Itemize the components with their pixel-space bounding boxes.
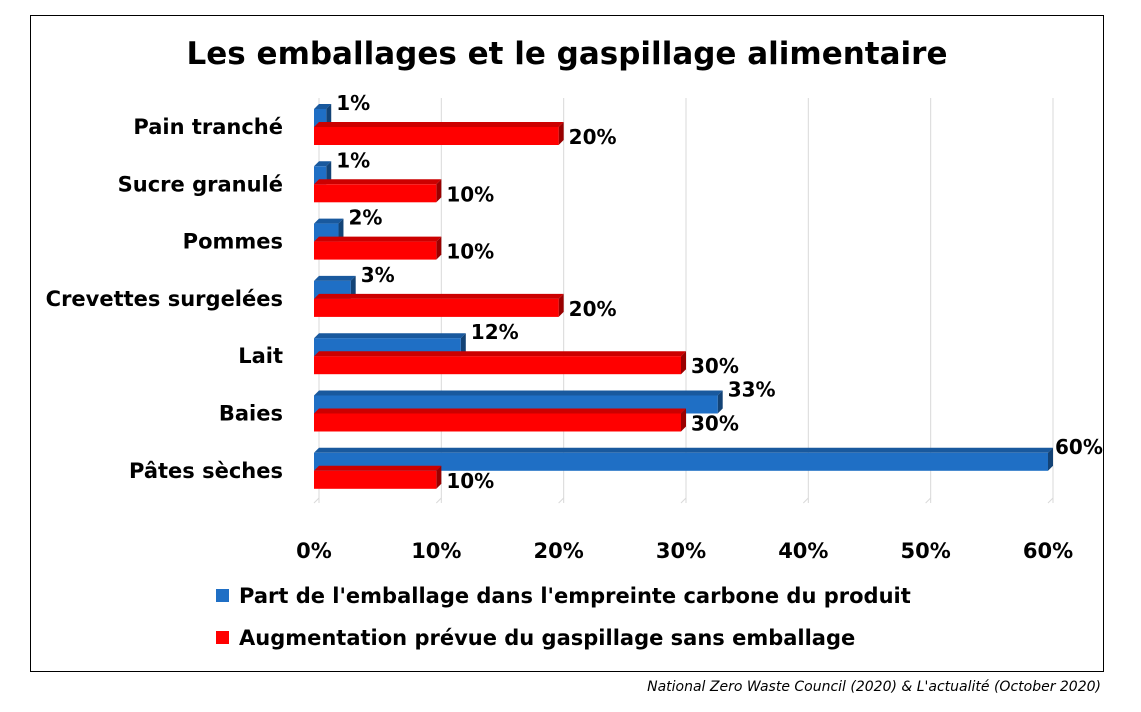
gridline-foot bbox=[1047, 497, 1054, 504]
legend-swatch bbox=[216, 631, 229, 644]
x-tick-label: 40% bbox=[778, 539, 828, 563]
data-label: 1% bbox=[336, 91, 370, 115]
x-tick-label: 30% bbox=[656, 539, 706, 563]
category-label: Pain tranché bbox=[133, 115, 283, 139]
data-label: 10% bbox=[446, 240, 494, 264]
gridline-foot bbox=[313, 497, 320, 504]
category-label: Baies bbox=[219, 402, 283, 426]
bar-side bbox=[717, 390, 723, 414]
bar bbox=[314, 356, 681, 375]
bar-top bbox=[314, 465, 442, 471]
bar-side bbox=[558, 122, 564, 145]
bar-side bbox=[436, 236, 442, 260]
bar-side bbox=[558, 293, 564, 317]
x-tick-label: 60% bbox=[1023, 539, 1073, 563]
data-label: 1% bbox=[336, 148, 370, 172]
gridline-foot bbox=[680, 497, 687, 504]
gridline-foot bbox=[435, 497, 442, 504]
data-label: 60% bbox=[1055, 435, 1103, 459]
labels-layer: 0% 10% 20% 30% 40% 50% 60% Pain tranché Sucre gr… bbox=[46, 91, 1103, 563]
bars-layer bbox=[314, 104, 1053, 489]
bar-top bbox=[314, 179, 442, 185]
gridline-foot bbox=[925, 497, 932, 504]
bar-side bbox=[326, 104, 332, 127]
data-label: 30% bbox=[691, 412, 739, 436]
bar-side bbox=[436, 465, 442, 489]
bar bbox=[314, 470, 437, 489]
bar-top bbox=[314, 390, 723, 396]
chart-title: Les emballages et le gaspillage alimenta… bbox=[187, 36, 948, 72]
category-label: Lait bbox=[238, 344, 283, 368]
category-label: Sucre granulé bbox=[118, 172, 283, 196]
bar-side bbox=[1048, 447, 1053, 471]
x-tick-label: 10% bbox=[411, 539, 461, 563]
data-label: 2% bbox=[348, 206, 382, 230]
data-label: 20% bbox=[569, 125, 617, 149]
gridline-foot bbox=[558, 497, 565, 504]
chart-svg: Les emballages et le gaspillage alimenta… bbox=[46, 36, 1103, 650]
bar-top bbox=[314, 293, 564, 299]
data-label: 10% bbox=[446, 469, 494, 493]
bar bbox=[314, 241, 437, 260]
bar-side bbox=[681, 408, 686, 432]
chart-frame: Les emballages et le gaspillage alimenta… bbox=[30, 15, 1104, 672]
bar-top bbox=[314, 161, 332, 167]
bar-side bbox=[460, 333, 466, 357]
data-label: 3% bbox=[361, 263, 395, 287]
x-tick-label: 0% bbox=[296, 539, 332, 563]
bar-side bbox=[350, 275, 356, 299]
x-tick-label: 50% bbox=[901, 539, 951, 563]
legend-label: Part de l'emballage dans l'empreinte car… bbox=[239, 584, 911, 608]
data-label: 30% bbox=[691, 354, 739, 378]
bar-side bbox=[338, 218, 344, 242]
data-label: 10% bbox=[446, 182, 494, 206]
bar bbox=[314, 184, 437, 203]
bar bbox=[314, 452, 1048, 471]
legend-swatch bbox=[216, 589, 229, 602]
data-label: 33% bbox=[728, 378, 776, 402]
data-label: 12% bbox=[471, 320, 519, 344]
bar-top bbox=[314, 236, 442, 242]
bar bbox=[314, 127, 559, 145]
bar-side bbox=[436, 179, 442, 203]
bar bbox=[314, 298, 559, 317]
legend-label: Augmentation prévue du gaspillage sans e… bbox=[239, 626, 855, 650]
bar-top bbox=[314, 408, 686, 414]
bar-top bbox=[314, 447, 1053, 453]
bar-top bbox=[314, 333, 466, 339]
x-tick-label: 20% bbox=[534, 539, 584, 563]
category-label: Pommes bbox=[183, 230, 283, 254]
source-note: National Zero Waste Council (2020) & L'a… bbox=[647, 679, 1101, 695]
category-label: Crevettes surgelées bbox=[46, 287, 283, 311]
bar-top bbox=[314, 275, 356, 281]
category-label: Pâtes sèches bbox=[129, 459, 283, 483]
bar-top bbox=[314, 351, 686, 357]
bar-top bbox=[314, 104, 332, 109]
legend: Part de l'emballage dans l'empreinte car… bbox=[216, 584, 911, 650]
bar-side bbox=[326, 161, 332, 185]
data-label: 20% bbox=[569, 297, 617, 321]
bar-top bbox=[314, 218, 344, 224]
bar bbox=[314, 413, 681, 432]
bar-side bbox=[681, 351, 686, 375]
gridline-foot bbox=[802, 497, 809, 504]
bar-top bbox=[314, 122, 564, 127]
